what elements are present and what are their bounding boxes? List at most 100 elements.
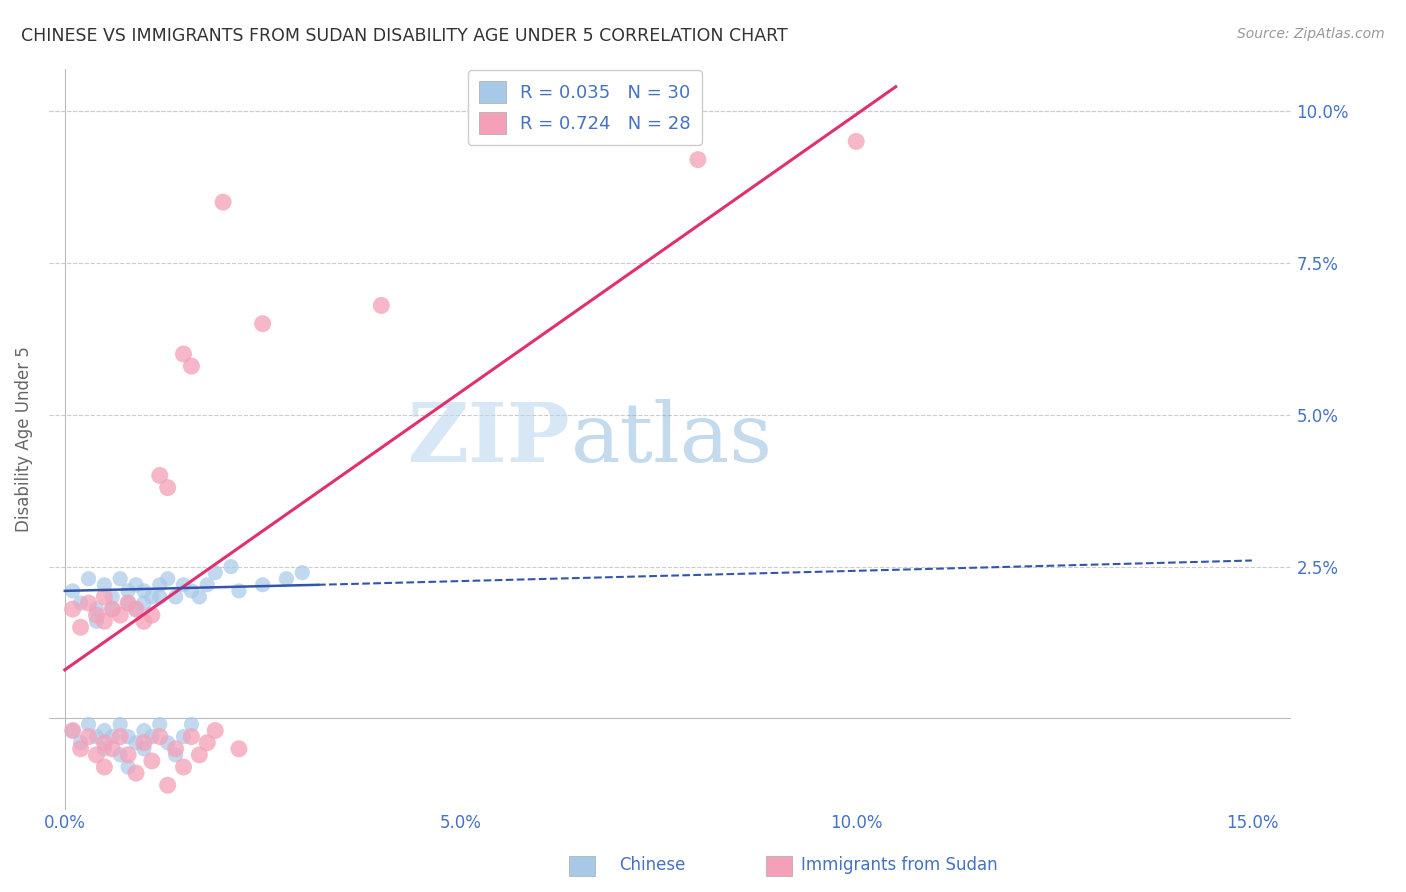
Point: [93, 736, 115, 750]
Point: [132, 614, 155, 628]
Point: [125, 736, 148, 750]
Point: [132, 583, 155, 598]
Text: Immigrants from Sudan: Immigrants from Sudan: [801, 856, 998, 874]
Text: CHINESE VS IMMIGRANTS FROM SUDAN DISABILITY AGE UNDER 5 CORRELATION CHART: CHINESE VS IMMIGRANTS FROM SUDAN DISABIL…: [21, 27, 787, 45]
Point: [108, 572, 131, 586]
Point: [69, 620, 91, 634]
Point: [62, 583, 84, 598]
Point: [62, 602, 84, 616]
Point: [62, 723, 84, 738]
Point: [149, 590, 172, 604]
Point: [149, 468, 172, 483]
Point: [149, 717, 172, 731]
Point: [195, 736, 218, 750]
Point: [125, 602, 148, 616]
Text: Chinese: Chinese: [619, 856, 685, 874]
Point: [173, 347, 195, 361]
Point: [62, 723, 84, 738]
Point: [156, 481, 179, 495]
Point: [845, 135, 868, 149]
Point: [108, 717, 131, 731]
Point: [69, 596, 91, 610]
Point: [141, 754, 163, 768]
Point: [77, 596, 100, 610]
Point: [117, 747, 139, 762]
Point: [149, 578, 172, 592]
Point: [101, 730, 124, 744]
Point: [188, 590, 211, 604]
Point: [77, 572, 100, 586]
Point: [117, 760, 139, 774]
Point: [69, 736, 91, 750]
Point: [180, 583, 202, 598]
Point: [370, 298, 392, 312]
Point: [686, 153, 709, 167]
Point: [93, 590, 115, 604]
Point: [86, 608, 108, 623]
Point: [93, 614, 115, 628]
Point: [291, 566, 314, 580]
Point: [204, 566, 226, 580]
Point: [108, 747, 131, 762]
Point: [69, 741, 91, 756]
Point: [149, 730, 172, 744]
Point: [173, 730, 195, 744]
Point: [101, 590, 124, 604]
Point: [117, 596, 139, 610]
Point: [132, 723, 155, 738]
Point: [132, 741, 155, 756]
Point: [108, 608, 131, 623]
Point: [93, 578, 115, 592]
Point: [117, 730, 139, 744]
Point: [77, 730, 100, 744]
Point: [93, 741, 115, 756]
Point: [204, 723, 226, 738]
Point: [101, 602, 124, 616]
Point: [93, 723, 115, 738]
Point: [86, 730, 108, 744]
Point: [156, 778, 179, 792]
Y-axis label: Disability Age Under 5: Disability Age Under 5: [15, 346, 32, 532]
Text: atlas: atlas: [571, 399, 773, 479]
Point: [93, 760, 115, 774]
Point: [125, 766, 148, 780]
Point: [86, 747, 108, 762]
Point: [132, 736, 155, 750]
Point: [101, 602, 124, 616]
Point: [180, 359, 202, 373]
Point: [180, 717, 202, 731]
Point: [165, 590, 187, 604]
Point: [173, 760, 195, 774]
Point: [252, 317, 274, 331]
Legend: R = 0.035   N = 30, R = 0.724   N = 28: R = 0.035 N = 30, R = 0.724 N = 28: [468, 70, 702, 145]
Point: [165, 741, 187, 756]
Point: [228, 583, 250, 598]
Point: [86, 614, 108, 628]
Point: [101, 741, 124, 756]
Point: [276, 572, 298, 586]
Point: [117, 596, 139, 610]
Point: [86, 602, 108, 616]
Point: [212, 195, 235, 210]
Point: [188, 747, 211, 762]
Point: [173, 578, 195, 592]
Point: [156, 736, 179, 750]
Point: [108, 730, 131, 744]
Point: [132, 596, 155, 610]
Point: [77, 717, 100, 731]
Text: ZIP: ZIP: [408, 399, 571, 479]
Point: [228, 741, 250, 756]
Text: Source: ZipAtlas.com: Source: ZipAtlas.com: [1237, 27, 1385, 41]
Point: [165, 747, 187, 762]
Point: [125, 602, 148, 616]
Point: [141, 608, 163, 623]
Point: [219, 559, 242, 574]
Point: [141, 730, 163, 744]
Point: [180, 730, 202, 744]
Point: [252, 578, 274, 592]
Point: [156, 572, 179, 586]
Point: [117, 583, 139, 598]
Point: [141, 590, 163, 604]
Point: [125, 578, 148, 592]
Point: [195, 578, 218, 592]
